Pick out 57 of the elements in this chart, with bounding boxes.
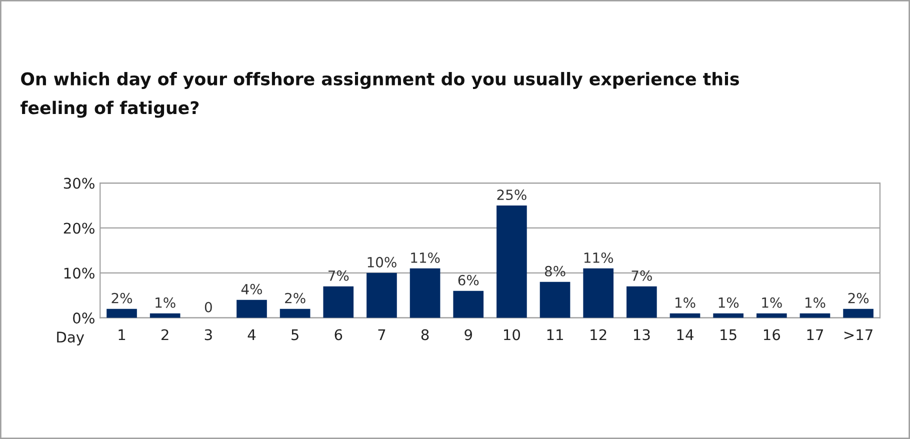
bar — [756, 313, 787, 318]
bar — [843, 308, 874, 318]
x-tick-label: 9 — [464, 329, 472, 340]
data-label: 1% — [805, 297, 826, 308]
x-tick-label: 8 — [421, 329, 429, 340]
x-tick-label: 11 — [547, 329, 563, 340]
bar — [453, 290, 484, 318]
data-label: 7% — [328, 270, 349, 281]
bar — [496, 206, 527, 318]
data-label: 11% — [584, 252, 614, 263]
data-label: 1% — [156, 297, 176, 308]
data-label: 1% — [762, 297, 782, 308]
x-tick-label: 10 — [504, 329, 520, 340]
x-tick-label: 4 — [248, 329, 256, 340]
bar — [713, 313, 744, 318]
x-tick-label: 15 — [720, 329, 736, 340]
bar — [540, 282, 570, 318]
data-label: 2% — [112, 292, 132, 304]
x-tick-label: 5 — [292, 329, 298, 340]
data-label: 1% — [718, 297, 739, 308]
x-tick-label: 2 — [162, 329, 168, 340]
bar — [323, 286, 354, 318]
data-label: 1% — [676, 297, 696, 308]
x-tick-label: 14 — [677, 329, 694, 340]
data-label: 7% — [632, 270, 652, 281]
y-tick-label: 10% — [64, 268, 94, 279]
bar — [410, 268, 440, 318]
data-label: 10% — [368, 256, 396, 268]
x-tick-label: 13 — [634, 329, 650, 340]
bar — [280, 308, 310, 318]
bar — [366, 272, 397, 318]
data-label: 2% — [285, 292, 306, 304]
bar — [583, 268, 614, 318]
x-tick-label: >17 — [844, 329, 872, 340]
data-label: 2% — [848, 292, 869, 304]
bar — [236, 300, 267, 318]
data-label: 4% — [241, 284, 262, 294]
bar — [106, 308, 137, 318]
data-label: 25% — [497, 190, 526, 200]
chart-title: On which day of your offshore assignment do you usually experience this feeling of fatigue? — [20, 72, 739, 118]
y-tick-label: 0% — [73, 312, 94, 324]
y-tick-label: 30% — [64, 178, 94, 189]
data-label: 8% — [544, 266, 566, 276]
data-label: 0 — [204, 302, 212, 312]
y-tick-label: 20% — [64, 222, 94, 234]
x-tick-label: 17 — [807, 329, 824, 340]
x-tick-label: 16 — [764, 329, 780, 340]
x-tick-label: 12 — [590, 329, 606, 340]
x-tick-label: 3 — [204, 329, 212, 340]
x-tick-label: 7 — [378, 329, 386, 340]
x-tick-label: 1 — [118, 329, 126, 340]
bar — [150, 313, 180, 318]
data-label: 11% — [411, 252, 440, 263]
bar — [626, 286, 657, 318]
x-tick-label: 6 — [334, 329, 342, 340]
x-axis-title: Day — [57, 332, 84, 346]
data-label: 6% — [458, 274, 479, 286]
